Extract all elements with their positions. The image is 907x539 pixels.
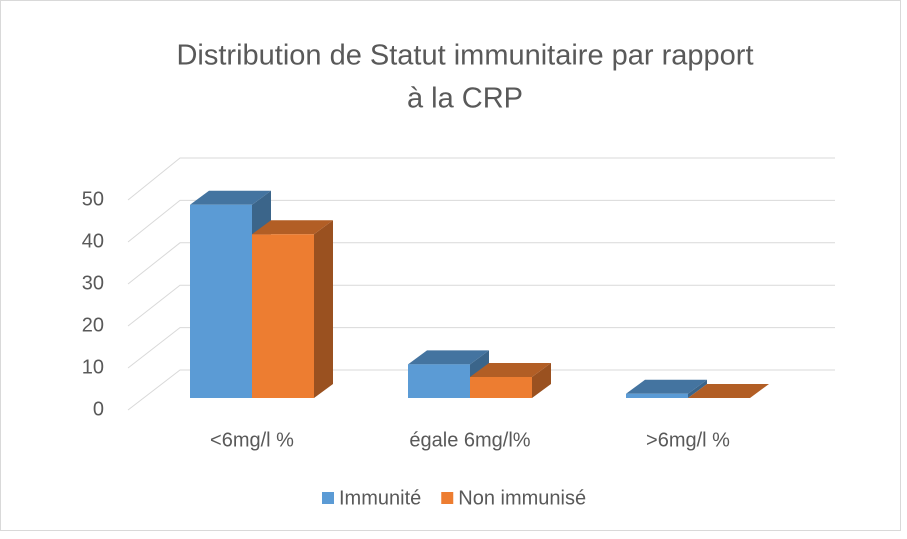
grid-line [127, 199, 835, 243]
grid-line [127, 157, 835, 201]
legend-label: Non immunisé [458, 487, 586, 509]
grid-line [127, 369, 835, 411]
y-tick-label: 20 [82, 314, 104, 336]
y-tick-label: 0 [93, 398, 104, 420]
y-tick-label: 40 [82, 230, 104, 252]
chart-title: Distribution de Statut immunitaire par r… [176, 40, 753, 72]
bar-top [252, 220, 333, 235]
bar-front [470, 377, 532, 398]
grid-line [127, 284, 835, 327]
y-tick-label: 50 [82, 188, 104, 210]
x-tick-label: <6mg/l % [210, 429, 294, 451]
bar-side [314, 220, 333, 398]
bar-side [688, 379, 707, 398]
bar-side [532, 363, 551, 398]
bar-front [252, 234, 314, 398]
bar-front [626, 393, 688, 398]
x-tick-label: >6mg/l % [646, 429, 730, 451]
legend-swatch [322, 492, 334, 504]
bar-top [470, 363, 551, 377]
legend-swatch [441, 492, 454, 504]
bar [252, 220, 333, 398]
bar-top [688, 384, 769, 398]
bar-top [626, 379, 707, 394]
bar-front [408, 364, 470, 398]
x-tick-label: égale 6mg/l% [409, 429, 530, 451]
chart-title: à la CRP [407, 83, 523, 115]
bar-top [190, 190, 271, 205]
y-tick-label: 10 [82, 356, 104, 378]
legend-label: Immunité [339, 487, 421, 509]
bar [470, 363, 551, 398]
grid-line [127, 242, 835, 285]
bar [626, 379, 707, 398]
y-tick-label: 30 [82, 272, 104, 294]
chart-frame [0, 0, 901, 531]
bar-top [408, 350, 489, 365]
bar [688, 384, 769, 398]
bar-front [190, 204, 252, 398]
grid-line [127, 327, 835, 369]
